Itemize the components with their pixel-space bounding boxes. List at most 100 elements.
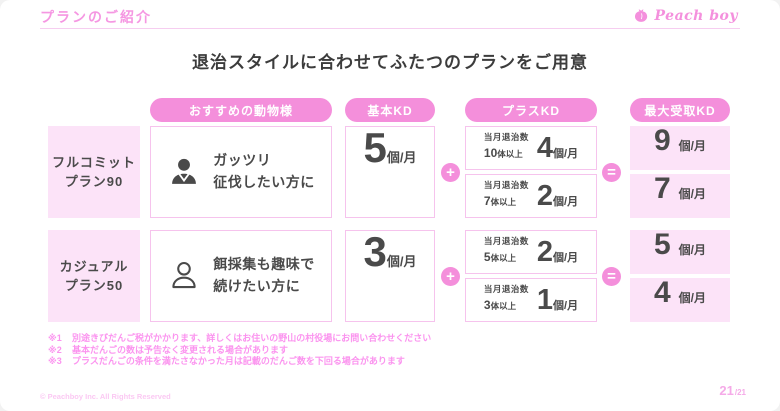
plus-kd-condition: 当月退治数 10体以上 [484, 132, 529, 164]
plus-kd-number: 2 [536, 179, 554, 212]
plus-kd-condition: 当月退治数 5体以上 [484, 236, 529, 268]
plus-kd-unit: 個/月 [553, 299, 579, 312]
plus-kd-value: 2 個/月 [536, 179, 579, 212]
basic-kd-unit: 個/月 [386, 254, 417, 269]
column-header-plus-kd: プラスKD [465, 98, 597, 122]
person-outline-icon [167, 259, 201, 293]
page-total: /21 [734, 388, 746, 397]
plus-kd-group-full-commit: 当月退治数 10体以上 4 個/月 当月退治数 7体以上 2 個/月 [465, 126, 597, 218]
max-kd-number: 9 [653, 124, 671, 157]
max-kd-number: 4 [653, 276, 671, 309]
equals-icon: = [602, 163, 621, 182]
column-header-recommend: おすすめの動物様 [150, 98, 332, 122]
max-kd-tier1: 5 個/月 [630, 230, 730, 274]
max-kd-unit: 個/月 [678, 243, 707, 257]
plan-name-casual: カジュアル プラン50 [48, 230, 140, 322]
condition-threshold: 10体以上 [484, 143, 529, 164]
plan-name-line2: プラン50 [64, 278, 124, 293]
page-title: プランのご紹介 [40, 9, 152, 25]
max-kd-tier1: 9 個/月 [630, 126, 730, 170]
equals-icon: = [602, 267, 621, 286]
basic-kd-unit: 個/月 [386, 150, 417, 165]
condition-title: 当月退治数 [483, 132, 529, 143]
basic-kd-number: 3 [363, 228, 387, 275]
column-header-basic-kd: 基本KD [345, 98, 435, 122]
column-header-max-kd: 最大受取KD [630, 98, 730, 122]
condition-title: 当月退治数 [483, 284, 529, 295]
footnote-2: ※2 基本だんごの数は予告なく変更される場合があります [48, 345, 431, 357]
plus-kd-unit: 個/月 [553, 147, 579, 160]
max-kd-unit: 個/月 [678, 187, 707, 201]
plus-icon: + [441, 267, 460, 286]
plan-name-full-commit: フルコミット プラン90 [48, 126, 140, 218]
page-number: 21 /21 [719, 383, 746, 398]
footnotes: ※1 別途きびだんご税がかかります、詳しくはお住いの野山の村役場にお問い合わせく… [48, 333, 431, 368]
condition-title: 当月退治数 [483, 236, 529, 247]
recommend-line1: 餌採集も趣味で [213, 256, 315, 273]
plus-kd-tier2: 当月退治数 7体以上 2 個/月 [465, 174, 597, 218]
businessman-icon [167, 155, 201, 189]
header-divider [40, 28, 740, 29]
max-kd-group-casual: 5 個/月 4 個/月 [630, 230, 730, 322]
condition-threshold: 5体以上 [484, 247, 529, 268]
footnote-1: ※1 別途きびだんご税がかかります、詳しくはお住いの野山の村役場にお問い合わせく… [48, 333, 431, 345]
footnote-3: ※3 プラスだんごの条件を満たさなかった月は記載のだんご数を下回る場合があります [48, 356, 431, 368]
plus-kd-tier1: 当月退治数 5体以上 2 個/月 [465, 230, 597, 274]
recommend-text: 餌採集も趣味で 続けたい方に [213, 254, 315, 297]
brand-logo: Peach boy [633, 7, 738, 24]
plan-name-line1: カジュアル [59, 258, 129, 274]
basic-kd-full-commit: 5 個/月 [345, 126, 435, 218]
plus-kd-unit: 個/月 [553, 251, 579, 264]
condition-threshold: 3体以上 [484, 295, 529, 316]
copyright: © Peachboy Inc. All Rights Reserved [40, 392, 171, 401]
max-kd-tier2: 7 個/月 [630, 174, 730, 218]
basic-kd-number: 5 [363, 124, 387, 171]
plus-kd-value: 4 個/月 [537, 133, 579, 163]
max-kd-tier2: 4 個/月 [630, 278, 730, 322]
condition-value: 7 [483, 194, 491, 209]
recommend-line2: 続けたい方に [213, 278, 301, 294]
page-current: 21 [719, 383, 734, 398]
plan-name-line2: プラン90 [64, 174, 124, 189]
plus-kd-unit: 個/月 [553, 195, 579, 208]
condition-title: 当月退治数 [483, 180, 529, 191]
max-kd-number: 5 [653, 228, 671, 261]
main-title: 退治スタイルに合わせてふたつのプランをご用意 [192, 53, 588, 72]
max-kd-unit: 個/月 [678, 291, 707, 305]
footnote-text: 基本だんごの数は予告なく変更される場合があります [72, 344, 289, 355]
plus-kd-condition: 当月退治数 3体以上 [484, 284, 529, 316]
max-kd-group-full-commit: 9 個/月 7 個/月 [630, 126, 730, 218]
footnote-mark: ※1 [48, 333, 62, 343]
condition-value: 3 [483, 298, 491, 313]
footnote-mark: ※3 [48, 356, 62, 366]
plus-kd-tier1: 当月退治数 10体以上 4 個/月 [465, 126, 597, 170]
condition-value: 10 [483, 146, 498, 161]
basic-kd-casual: 3 個/月 [345, 230, 435, 322]
condition-value: 5 [483, 250, 491, 265]
plus-kd-tier2: 当月退治数 3体以上 1 個/月 [465, 278, 597, 322]
footnote-text: 別途きびだんご税がかかります、詳しくはお住いの野山の村役場にお問い合わせください [72, 333, 432, 343]
plus-kd-number: 2 [536, 235, 554, 268]
footnote-mark: ※2 [48, 344, 62, 355]
max-kd-number: 7 [653, 172, 671, 205]
footnote-text: プラスだんごの条件を満たさなかった月は記載のだんご数を下回る場合があります [72, 356, 405, 366]
plus-kd-value: 1 個/月 [536, 283, 579, 316]
max-kd-unit: 個/月 [678, 139, 707, 153]
plus-kd-condition: 当月退治数 7体以上 [484, 180, 529, 212]
peach-icon [633, 7, 650, 24]
recommend-text: ガッツリ 征伐したい方に [213, 150, 315, 193]
condition-threshold: 7体以上 [484, 191, 529, 212]
condition-suffix: 体以上 [497, 149, 523, 160]
recommend-line1: ガッツリ [213, 152, 272, 169]
condition-suffix: 体以上 [490, 253, 517, 264]
plan-name-line1: フルコミット [52, 154, 136, 170]
plus-kd-value: 2 個/月 [536, 235, 579, 268]
recommend-box-casual: 餌採集も趣味で 続けたい方に [150, 230, 332, 322]
brand-name: Peach boy [654, 7, 738, 24]
plus-kd-group-casual: 当月退治数 5体以上 2 個/月 当月退治数 3体以上 1 個/月 [465, 230, 597, 322]
condition-suffix: 体以上 [490, 301, 517, 312]
condition-suffix: 体以上 [490, 197, 517, 208]
recommend-line2: 征伐したい方に [213, 174, 315, 190]
plus-kd-number: 1 [536, 283, 554, 316]
